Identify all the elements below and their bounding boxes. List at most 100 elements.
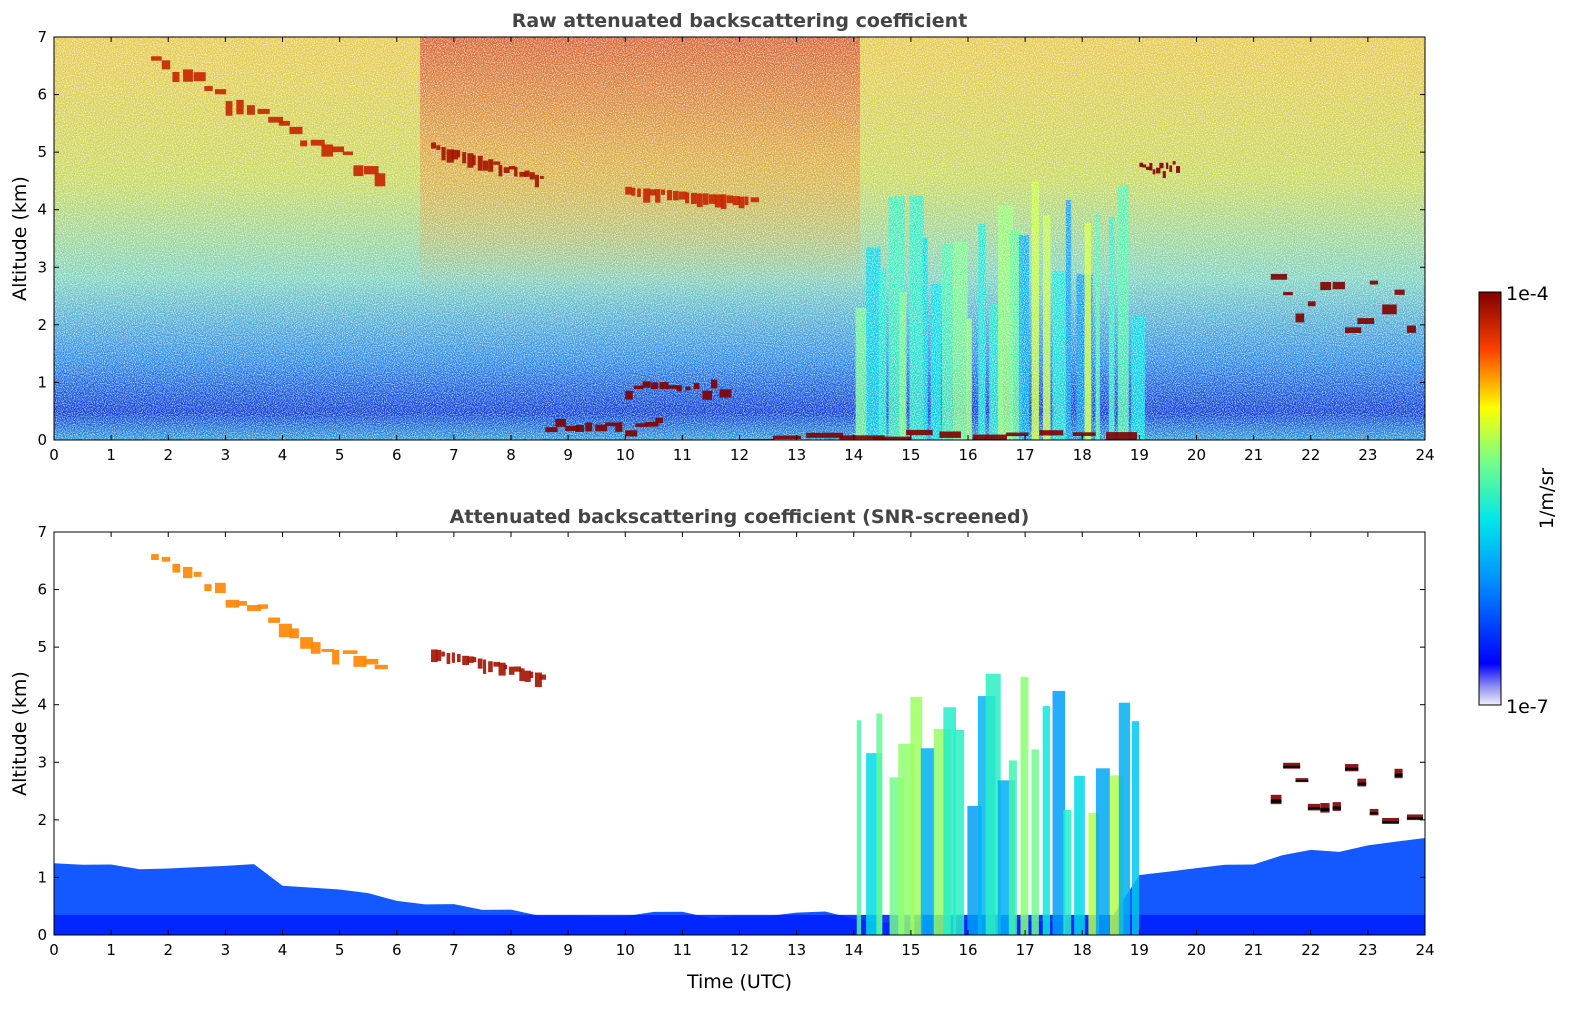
panel-screened-plot-area xyxy=(54,532,1425,935)
feature-cirrus xyxy=(278,623,292,638)
x-tick-label: 22 xyxy=(1301,941,1320,959)
x-tick-label: 4 xyxy=(278,446,288,464)
y-tick-label: 5 xyxy=(37,143,47,161)
feature-cirrus xyxy=(225,101,233,116)
feature-cloud-saturated xyxy=(1357,782,1367,786)
y-tick-label: 6 xyxy=(37,581,47,599)
feature-cirrus xyxy=(503,167,510,173)
feature-cirrus xyxy=(472,656,477,663)
feature-cirrus xyxy=(236,99,244,115)
feature-cloud xyxy=(1307,803,1321,811)
feature-cirrus xyxy=(183,566,193,579)
colorbar-max-label: 1e-4 xyxy=(1506,283,1549,305)
x-tick-label: 7 xyxy=(449,446,459,464)
feature-cirrus xyxy=(462,152,467,164)
x-tick-label: 1 xyxy=(106,941,116,959)
colorbar-gradient xyxy=(1478,291,1502,706)
panel-screened-y-axis: 0 1 2 3 4 5 6 7 xyxy=(37,523,1425,944)
feature-cloud xyxy=(1382,304,1397,315)
feature-cirrus xyxy=(467,153,474,168)
feature-cloud xyxy=(1156,167,1161,174)
feature-cirrus xyxy=(482,160,488,171)
feature-cirrus xyxy=(661,189,666,195)
feature-precipitation xyxy=(876,713,883,935)
x-tick-label: 5 xyxy=(335,941,345,959)
y-tick-label: 5 xyxy=(37,638,47,656)
panel-screened-y-label: Altitude (km) xyxy=(9,671,31,796)
feature-cirrus xyxy=(744,196,749,206)
feature-cirrus xyxy=(708,194,717,204)
feature-low-cloud xyxy=(710,379,718,389)
feature-low-cloud xyxy=(806,432,843,438)
feature-cloud-saturated xyxy=(1332,806,1341,810)
feature-cloud xyxy=(1270,273,1288,280)
feature-cirrus xyxy=(342,650,358,654)
feature-precipitation xyxy=(1131,721,1140,935)
feature-precipitation xyxy=(1042,706,1050,935)
feature-cirrus xyxy=(441,147,446,161)
x-tick-label: 24 xyxy=(1415,941,1434,959)
x-tick-label: 21 xyxy=(1244,446,1263,464)
feature-cloud xyxy=(1146,166,1151,170)
feature-cirrus xyxy=(503,664,508,670)
x-tick-label: 21 xyxy=(1244,941,1263,959)
feature-cirrus xyxy=(482,659,487,674)
feature-cirrus xyxy=(321,648,334,652)
feature-cirrus xyxy=(631,187,636,196)
feature-low-cloud xyxy=(645,421,659,427)
panel-raw-strong-features xyxy=(151,56,1416,440)
x-tick-label: 20 xyxy=(1187,446,1206,464)
feature-cirrus xyxy=(655,189,661,203)
feature-cirrus xyxy=(364,658,379,665)
y-tick-label: 7 xyxy=(37,523,47,541)
feature-cirrus xyxy=(193,72,206,82)
feature-cirrus xyxy=(268,116,284,123)
feature-cloud xyxy=(1369,280,1379,285)
feature-cirrus xyxy=(236,600,247,606)
feature-cirrus xyxy=(625,186,632,195)
feature-low-cloud xyxy=(635,423,649,427)
feature-cirrus xyxy=(456,150,461,158)
feature-cirrus xyxy=(446,653,451,665)
feature-cirrus xyxy=(726,195,734,204)
y-tick-label: 6 xyxy=(37,86,47,104)
feature-cirrus xyxy=(321,144,333,157)
feature-cloud xyxy=(1162,171,1166,179)
feature-cirrus xyxy=(446,149,454,163)
x-tick-label: 2 xyxy=(163,941,173,959)
feature-low-cloud xyxy=(668,385,678,389)
feature-cirrus xyxy=(498,662,506,676)
x-tick-label: 16 xyxy=(958,941,977,959)
x-tick-label: 13 xyxy=(787,446,806,464)
feature-low-cloud xyxy=(659,382,669,390)
colorbar: 1e-4 1e-7 1/m/sr xyxy=(1478,283,1558,718)
feature-low-cloud xyxy=(1072,432,1096,436)
feature-precipitation xyxy=(920,748,935,935)
feature-cirrus xyxy=(225,599,240,608)
feature-cirrus xyxy=(514,666,522,672)
panel-raw-y-axis: 0 1 2 3 4 5 6 7 xyxy=(37,28,1425,449)
x-tick-label: 3 xyxy=(221,941,231,959)
feature-cloud xyxy=(1159,162,1164,169)
feature-cirrus xyxy=(451,652,455,663)
feature-cirrus xyxy=(374,173,386,187)
panel-raw: Raw attenuated backscattering coefficien… xyxy=(9,10,1435,464)
feature-cirrus xyxy=(172,71,180,83)
x-tick-label: 12 xyxy=(730,941,749,959)
feature-boundary-layer xyxy=(54,838,1425,935)
feature-low-cloud xyxy=(719,389,732,398)
feature-cirrus xyxy=(534,672,542,688)
feature-low-cloud xyxy=(615,422,623,432)
feature-precipitation xyxy=(1095,768,1110,935)
feature-cloud-saturated xyxy=(1320,807,1330,812)
feature-precipitation xyxy=(898,743,915,935)
feature-cloud xyxy=(1345,764,1359,772)
feature-cloud xyxy=(1149,162,1153,171)
feature-cirrus xyxy=(342,151,353,156)
feature-low-cloud xyxy=(565,425,579,432)
feature-cloud-saturated xyxy=(1283,765,1301,768)
feature-cloud-saturated xyxy=(1369,812,1379,815)
feature-precipitation xyxy=(856,720,862,935)
feature-cirrus xyxy=(467,656,474,663)
feature-cloud-saturated xyxy=(1394,773,1403,777)
